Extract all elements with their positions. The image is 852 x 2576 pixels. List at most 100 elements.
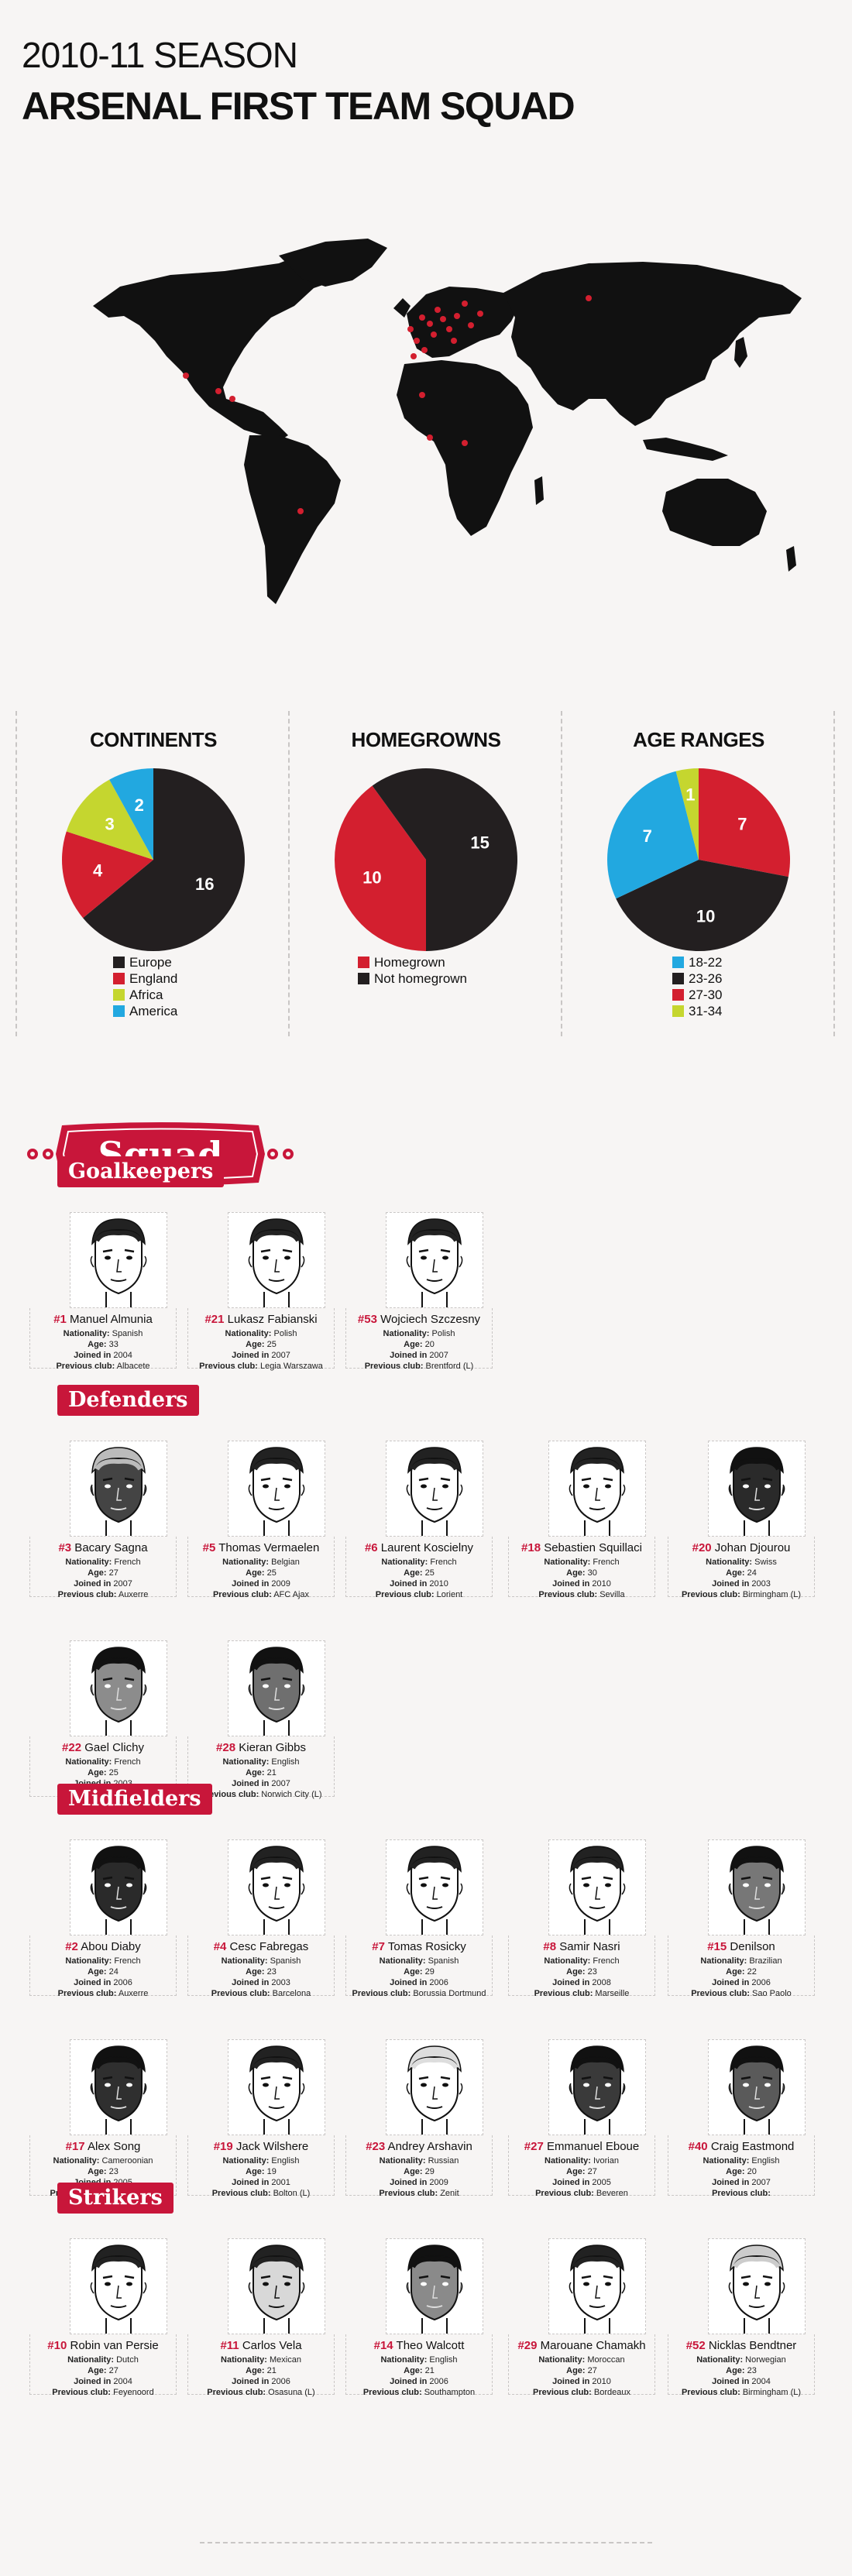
joined-line-value: 2007 [269,1779,290,1788]
player-name-text: Robin van Persie [67,2339,159,2352]
info-frame [187,2334,335,2395]
age-line-label: Age: [246,1340,265,1349]
player-card[interactable]: #15 Denilson Nationality: Brazilian Age: 2… [668,1839,815,1998]
info-frame [345,2334,493,2395]
player-card[interactable]: #29 Marouane Chamakh Nationality: Morocca… [508,2238,655,2397]
joined-line: Joined in 2006 [330,1977,508,1988]
player-card[interactable]: #20 Johan Djourou Nationality: Swiss Age: … [668,1441,815,1599]
player-card[interactable]: #8 Samir Nasri Nationality: French Age: 23… [508,1839,655,1998]
continents-slice-america [109,768,153,860]
age-line: Age: 27 [14,2365,192,2376]
nationality-line-label: Nationality: [544,1558,591,1567]
player-card[interactable]: #4 Cesc Fabregas Nationality: Spanish Age:… [187,1839,335,1998]
player-name-text: Andrey Arshavin [385,2140,472,2153]
joined-line: Joined in 2007 [172,1778,350,1789]
age-line: Age: 25 [172,1568,350,1578]
player-card[interactable]: #28 Kieran Gibbs Nationality: English Age:… [187,1640,335,1799]
nationality-line: Nationality: Polish [172,1328,350,1339]
joined-line-value: 2004 [111,1351,132,1360]
player-card[interactable]: #11 Carlos Vela Nationality: Mexican Age: … [187,2238,335,2397]
homegrowns-slice-not-homegrown [372,768,517,951]
age-line-value: 30 [585,1568,597,1578]
player-card[interactable]: #21 Lukasz Fabianski Nationality: Polish A… [187,1212,335,1371]
player-portrait [728,2245,785,2334]
joined-line: Joined in 2006 [330,2376,508,2387]
player-card[interactable]: #53 Wojciech Szczesny Nationality: Polish… [345,1212,493,1371]
nationality-line: Nationality: French [493,1557,671,1568]
legend-item: 27-30 [672,987,722,1003]
player-name: #5 Thomas Vermaelen [172,1541,350,1554]
player-details: Nationality: French Age: 27 Joined in 2007… [14,1557,192,1600]
player-card[interactable]: #22 Gael Clichy Nationality: French Age: 2… [29,1640,177,1799]
joined-line: Joined in 2001 [172,2177,350,2188]
player-details: Nationality: English Age: 21 Joined in 200… [330,2354,508,2398]
player-name: #14 Theo Walcott [330,2339,508,2352]
age-line: Age: 22 [652,1966,830,1977]
age-line: Age: 29 [330,1966,508,1977]
nationality-line-label: Nationality: [65,1956,112,1966]
nationality-line: Nationality: Brazilian [652,1956,830,1966]
player-card[interactable]: #19 Jack Wilshere Nationality: English Age… [187,2039,335,2198]
player-name-text: Sebastien Squillaci [541,1541,642,1554]
previous-club-line: Previous club: Bordeaux [493,2387,671,2398]
season-title: 2010-11 SEASON [22,35,298,75]
player-card[interactable]: #2 Abou Diaby Nationality: French Age: 24 J… [29,1839,177,1998]
previous-club-line-value: Marseille [593,1989,630,1998]
player-portrait [248,2245,305,2334]
info-frame [345,1537,493,1597]
age-line-label: Age: [404,2366,423,2375]
player-name: #1 Manuel Almunia [14,1313,192,1326]
player-card[interactable]: #10 Robin van Persie Nationality: Dutch Ag… [29,2238,177,2397]
nationality-line-label: Nationality: [706,1558,753,1567]
nationality-line: Nationality: English [652,2155,830,2166]
player-number: #3 [58,1541,72,1554]
player-card[interactable]: #17 Alex Song Nationality: Cameroonian Age… [29,2039,177,2198]
player-name-text: Johan Djourou [711,1541,791,1554]
player-details: Nationality: Spanish Age: 33 Joined in 200… [14,1328,192,1372]
age-line-value: 33 [106,1340,119,1349]
ages-data-label: 1 [685,785,695,805]
player-card[interactable]: #27 Emmanuel Eboue Nationality: Ivorian Ag… [508,2039,655,2198]
joined-line: Joined in 2007 [652,2177,830,2188]
player-card[interactable]: #1 Manuel Almunia Nationality: Spanish Age… [29,1212,177,1371]
nationality-line-value: Russian [425,2156,459,2166]
player-card[interactable]: #5 Thomas Vermaelen Nationality: Belgian A… [187,1441,335,1599]
portrait-frame [70,1839,167,1935]
legend-label: Not homegrown [374,970,468,986]
player-details: Nationality: Ivorian Age: 27 Joined in 200… [493,2155,671,2199]
joined-line-label: Joined in [390,2178,428,2187]
age-line-label: Age: [404,1340,423,1349]
nationality-line-label: Nationality: [380,2355,428,2365]
player-card[interactable]: #14 Theo Walcott Nationality: English Age:… [345,2238,493,2397]
player-card[interactable]: #6 Laurent Koscielny Nationality: French A… [345,1441,493,1599]
continents-data-label: 2 [135,795,144,815]
nationality-line: Nationality: Polish [330,1328,508,1339]
legend-swatch [113,989,125,1001]
info-frame [668,2334,815,2395]
info-frame [187,1308,335,1369]
joined-line: Joined in 2003 [652,1578,830,1589]
previous-club-line: Previous club: Legia Warszawa [172,1361,350,1372]
previous-club-line-label: Previous club: [681,1590,740,1599]
nationality-line: Nationality: English [330,2354,508,2365]
ages-pie-chart: 7 10 7 1 [607,768,790,951]
player-card[interactable]: #7 Tomas Rosicky Nationality: Spanish Age:… [345,1839,493,1998]
player-card[interactable]: #40 Craig Eastmond Nationality: English Ag… [668,2039,815,2198]
player-card[interactable]: #3 Bacary Sagna Nationality: French Age: 2… [29,1441,177,1599]
info-frame [345,2135,493,2196]
ages-slice-18-22 [607,771,699,899]
player-card[interactable]: #52 Nicklas Bendtner Nationality: Norwegi… [668,2238,815,2397]
age-line-value: 25 [264,1340,277,1349]
previous-club-line-label: Previous club: [211,2189,271,2198]
player-card[interactable]: #18 Sebastien Squillaci Nationality: Fren… [508,1441,655,1599]
player-card[interactable]: #23 Andrey Arshavin Nationality: Russian A… [345,2039,493,2198]
player-name-text: Abou Diaby [77,1940,141,1953]
nationality-line-value: Polish [429,1329,455,1338]
age-line: Age: 24 [14,1966,192,1977]
joined-line-label: Joined in [390,1579,428,1589]
joined-line-label: Joined in [74,1978,112,1987]
player-number: #2 [65,1940,78,1953]
player-name-text: Lukasz Fabianski [224,1313,318,1326]
player-name-text: Theo Walcott [393,2339,465,2352]
player-name-text: Wojciech Szczesny [376,1313,481,1326]
